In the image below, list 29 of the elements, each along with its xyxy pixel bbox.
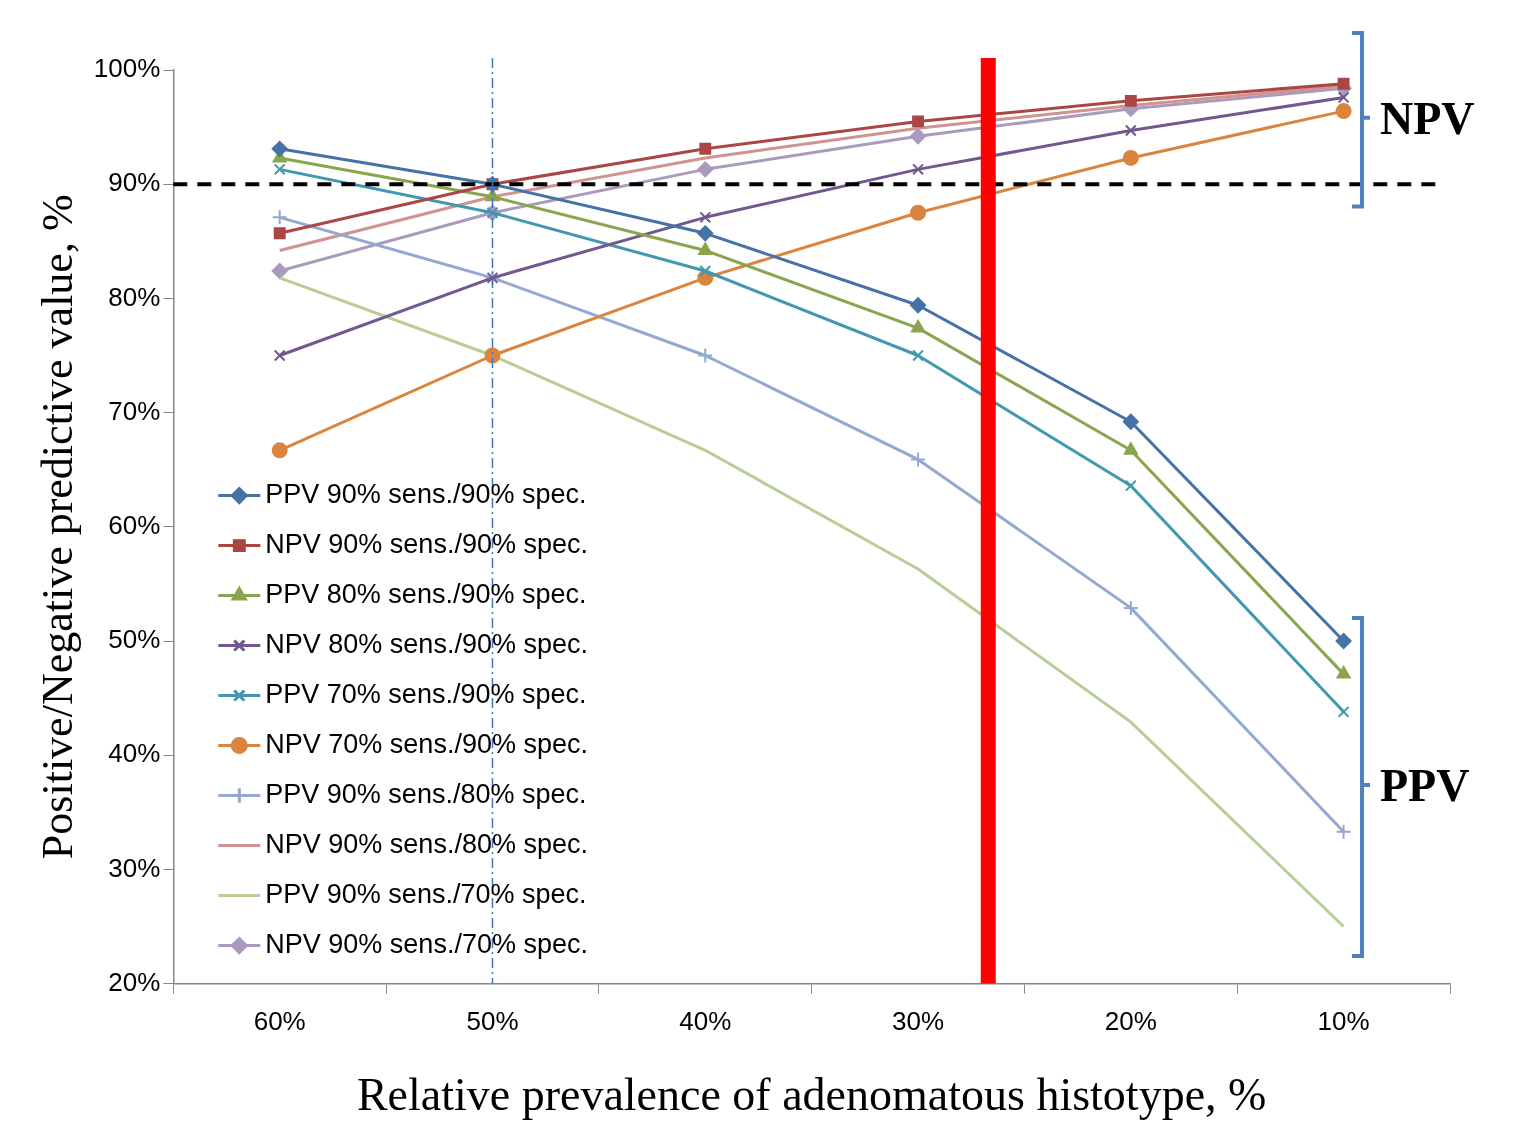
x-tick-label: 40% — [679, 1006, 732, 1037]
y-tick-label: 40% — [108, 738, 161, 769]
y-axis-title: Positive/Negative predictive value, % — [32, 194, 82, 860]
x-tick-label: 10% — [1317, 1006, 1370, 1037]
x-tick-label: 30% — [892, 1006, 945, 1037]
x-tick-label: 20% — [1104, 1006, 1157, 1037]
legend-label: PPV 90% sens./80% spec. — [265, 779, 587, 810]
legend-label: PPV 80% sens./90% spec. — [265, 579, 587, 610]
y-tick-label: 30% — [108, 852, 161, 883]
annotation: NPV — [1380, 93, 1475, 145]
y-tick-label: 80% — [108, 281, 161, 312]
y-tick-label: 100% — [93, 53, 161, 84]
legend-label: NPV 90% sens./80% spec. — [265, 829, 588, 860]
legend-label: NPV 80% sens./90% spec. — [265, 629, 588, 660]
x-tick-label: 50% — [466, 1006, 519, 1037]
y-tick-label: 90% — [108, 167, 161, 198]
annotation: PPV — [1380, 760, 1470, 812]
y-tick-label: 50% — [108, 624, 161, 655]
legend-label: PPV 90% sens./70% spec. — [265, 879, 587, 910]
x-tick-label: 60% — [253, 1006, 306, 1037]
legend-label: NPV 90% sens./70% spec. — [265, 929, 588, 960]
legend-label: NPV 90% sens./90% spec. — [265, 529, 588, 560]
legend-label: PPV 90% sens./90% spec. — [265, 479, 587, 510]
y-tick-label: 70% — [108, 395, 161, 426]
legend-label: PPV 70% sens./90% spec. — [265, 679, 587, 710]
x-axis-title: Relative prevalence of adenomatous histotype, % — [356, 1069, 1267, 1121]
legend-label: NPV 70% sens./90% spec. — [265, 729, 588, 760]
y-tick-label: 60% — [108, 509, 161, 540]
y-tick-label: 20% — [108, 966, 161, 997]
